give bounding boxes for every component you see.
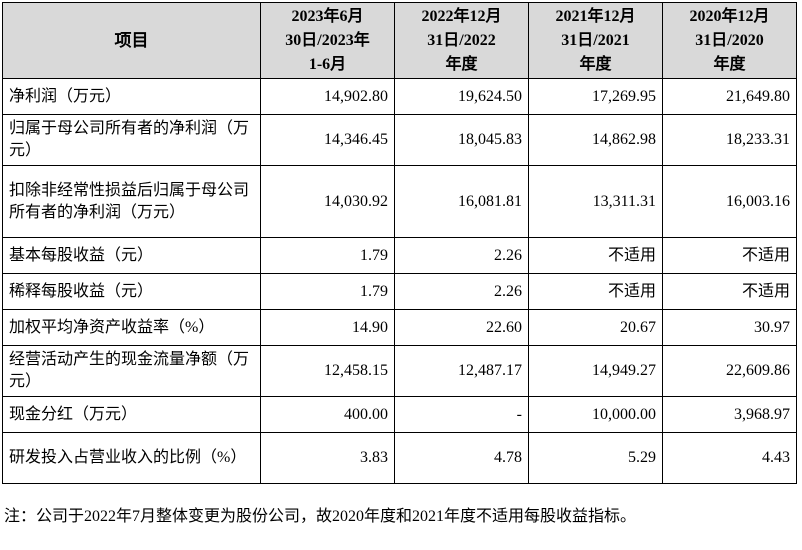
cell-value: 5.29 <box>528 432 663 484</box>
cell-value: 14,030.92 <box>260 165 395 238</box>
row-label: 经营活动产生的现金流量净额（万元） <box>2 345 261 397</box>
cell-value: 2.26 <box>394 237 529 274</box>
row-label: 归属于母公司所有者的净利润（万元） <box>2 114 261 166</box>
cell-value: 不适用 <box>528 273 663 310</box>
cell-value: 400.00 <box>260 396 395 433</box>
header-2023h1: 2023年6月 30日/2023年 1-6月 <box>260 2 395 79</box>
cell-value: 12,487.17 <box>394 345 529 397</box>
cell-value: 14,949.27 <box>528 345 663 397</box>
cell-value: 3,968.97 <box>662 396 797 433</box>
row-label: 扣除非经常性损益后归属于母公司所有者的净利润（万元） <box>2 165 261 238</box>
table-row: 基本每股收益（元） 1.79 2.26 不适用 不适用 <box>2 237 797 274</box>
cell-value: 18,233.31 <box>662 114 797 166</box>
cell-value: 19,624.50 <box>394 78 529 115</box>
header-2021: 2021年12月 31日/2021 年度 <box>528 2 663 79</box>
cell-value: 14,902.80 <box>260 78 395 115</box>
row-label: 研发投入占营业收入的比例（%） <box>2 432 261 484</box>
financial-indicators-table: 项目 2023年6月 30日/2023年 1-6月 2022年12月 31日/2022… <box>2 2 797 484</box>
cell-value: 14.90 <box>260 309 395 346</box>
cell-value: 1.79 <box>260 237 395 274</box>
table-row: 扣除非经常性损益后归属于母公司所有者的净利润（万元） 14,030.92 16,… <box>2 165 797 238</box>
table-row: 加权平均净资产收益率（%） 14.90 22.60 20.67 30.97 <box>2 309 797 346</box>
row-label: 现金分红（万元） <box>2 396 261 433</box>
cell-value: 17,269.95 <box>528 78 663 115</box>
cell-value: 3.83 <box>260 432 395 484</box>
row-label: 净利润（万元） <box>2 78 261 115</box>
table-footnote: 注：公司于2022年7月整体变更为股份公司，故2020年度和2021年度不适用每… <box>4 508 637 525</box>
header-item: 项目 <box>2 2 261 79</box>
table-row: 归属于母公司所有者的净利润（万元） 14,346.45 18,045.83 14… <box>2 114 797 166</box>
cell-value: 2.26 <box>394 273 529 310</box>
table-row: 经营活动产生的现金流量净额（万元） 12,458.15 12,487.17 14… <box>2 345 797 397</box>
cell-value: 13,311.31 <box>528 165 663 238</box>
table-row: 稀释每股收益（元） 1.79 2.26 不适用 不适用 <box>2 273 797 310</box>
cell-value: 16,081.81 <box>394 165 529 238</box>
cell-value: 30.97 <box>662 309 797 346</box>
table-row: 现金分红（万元） 400.00 - 10,000.00 3,968.97 <box>2 396 797 433</box>
cell-value: 20.67 <box>528 309 663 346</box>
cell-value: 21,649.80 <box>662 78 797 115</box>
cell-value: 4.78 <box>394 432 529 484</box>
cell-value: 不适用 <box>528 237 663 274</box>
header-2022: 2022年12月 31日/2022 年度 <box>394 2 529 79</box>
cell-value: 16,003.16 <box>662 165 797 238</box>
cell-value: 14,346.45 <box>260 114 395 166</box>
cell-value: 22.60 <box>394 309 529 346</box>
row-label: 基本每股收益（元） <box>2 237 261 274</box>
row-label: 稀释每股收益（元） <box>2 273 261 310</box>
cell-value: 18,045.83 <box>394 114 529 166</box>
cell-value: 1.79 <box>260 273 395 310</box>
cell-value: 12,458.15 <box>260 345 395 397</box>
cell-value: 10,000.00 <box>528 396 663 433</box>
cell-value: - <box>394 396 529 433</box>
cell-value: 14,862.98 <box>528 114 663 166</box>
cell-value: 不适用 <box>662 237 797 274</box>
cell-value: 22,609.86 <box>662 345 797 397</box>
row-label: 加权平均净资产收益率（%） <box>2 309 261 346</box>
table-row: 净利润（万元） 14,902.80 19,624.50 17,269.95 21… <box>2 78 797 115</box>
cell-value: 4.43 <box>662 432 797 484</box>
table-header-row: 项目 2023年6月 30日/2023年 1-6月 2022年12月 31日/2022… <box>2 2 797 79</box>
table-row: 研发投入占营业收入的比例（%） 3.83 4.78 5.29 4.43 <box>2 432 797 484</box>
header-2020: 2020年12月 31日/2020 年度 <box>662 2 797 79</box>
cell-value: 不适用 <box>662 273 797 310</box>
